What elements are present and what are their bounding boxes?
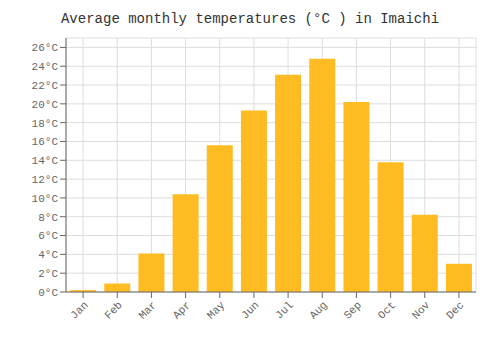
svg-text:12°C: 12°C bbox=[32, 174, 59, 186]
svg-text:18°C: 18°C bbox=[32, 118, 59, 130]
svg-text:22°C: 22°C bbox=[32, 80, 59, 92]
svg-text:8°C: 8°C bbox=[38, 212, 58, 224]
svg-text:Sep: Sep bbox=[342, 299, 364, 321]
html-text:Average monthly temperatures (: Average monthly temperatures (°C ) in Im… bbox=[61, 11, 439, 27]
svg-text:2°C: 2°C bbox=[38, 268, 58, 280]
svg-text:Dec: Dec bbox=[444, 299, 466, 321]
svg-text:20°C: 20°C bbox=[32, 99, 59, 111]
svg-text:May: May bbox=[205, 299, 228, 322]
svg-text:14°C: 14°C bbox=[32, 155, 59, 167]
svg-text:Jul: Jul bbox=[273, 299, 295, 321]
svg-text:4°C: 4°C bbox=[38, 249, 58, 261]
svg-text:10°C: 10°C bbox=[32, 193, 59, 205]
svg-text:Jan: Jan bbox=[68, 299, 90, 321]
svg-text:Apr: Apr bbox=[171, 299, 193, 321]
svg-text:Aug: Aug bbox=[307, 299, 329, 321]
svg-text:Mar: Mar bbox=[137, 299, 159, 321]
svg-text:Jun: Jun bbox=[239, 299, 261, 321]
svg-text:0°C: 0°C bbox=[38, 287, 58, 299]
svg-text:Feb: Feb bbox=[102, 299, 124, 321]
svg-text:16°C: 16°C bbox=[32, 136, 59, 148]
svg-text:26°C: 26°C bbox=[32, 42, 59, 54]
svg-text:24°C: 24°C bbox=[32, 61, 59, 73]
svg-text:Nov: Nov bbox=[410, 299, 433, 322]
svg-text:Oct: Oct bbox=[376, 299, 398, 321]
svg-text:6°C: 6°C bbox=[38, 230, 58, 242]
